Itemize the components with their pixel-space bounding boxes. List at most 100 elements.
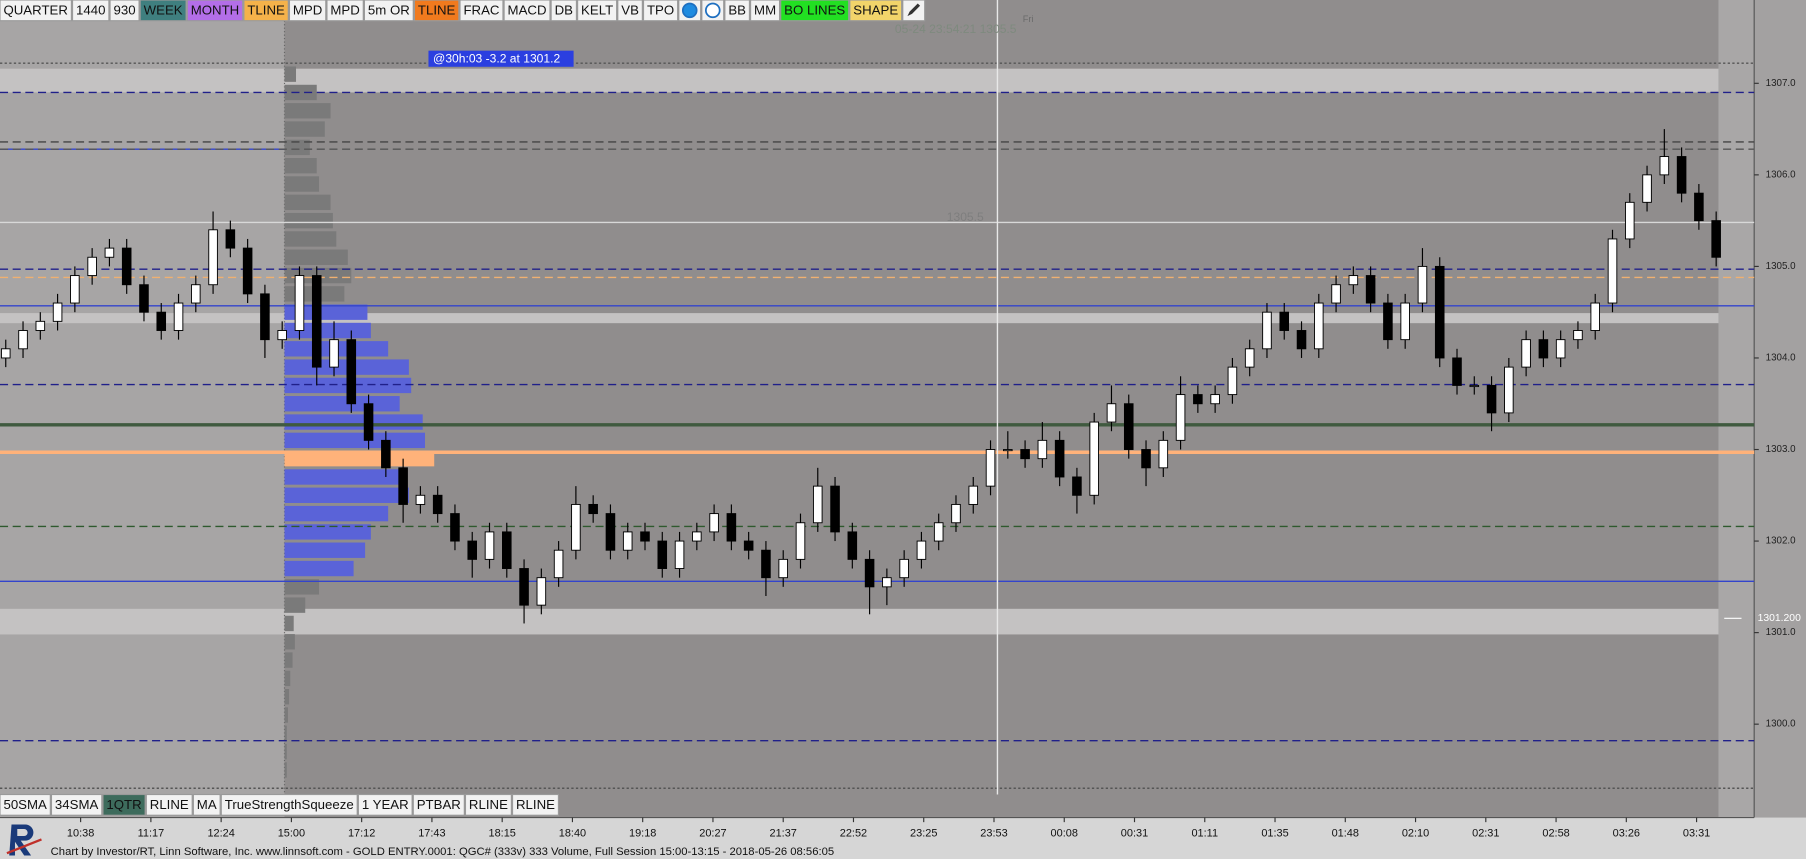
button-bg[interactable] [288,0,327,22]
toolbar-button[interactable]: TPO [642,0,679,22]
toolbar-button[interactable]: 5m OR [363,0,414,22]
button-label[interactable]: RLINE [516,797,555,812]
toolbar-button[interactable]: MM [750,0,781,22]
toolbar-button[interactable]: FRAC [459,0,504,22]
button-label[interactable]: TLINE [418,2,456,17]
toolbar-button[interactable]: MACD [503,0,551,22]
button-bg[interactable] [186,0,244,22]
button-bg[interactable] [849,0,903,22]
toolbar-button[interactable]: TLINE [243,0,289,22]
button-label[interactable]: 5m OR [368,2,410,17]
toolbar-button[interactable]: MPD [288,0,327,22]
button-bg[interactable] [459,0,504,22]
toolbar-button[interactable]: SHAPE [849,0,903,22]
toolbar-button[interactable]: MONTH [186,0,244,22]
button-bg[interactable] [780,0,850,22]
draw-tool-button[interactable] [902,0,926,22]
button-label[interactable]: DB [555,2,574,17]
button-bg[interactable] [357,793,413,816]
button-label[interactable]: MPD [293,2,322,17]
right-margin-background [1718,0,1755,818]
button-label[interactable]: PTBAR [417,797,461,812]
toolbar-button[interactable]: WEEK [139,0,187,22]
toolbar-button[interactable]: RLINE [464,793,512,816]
button-bg[interactable] [511,793,560,816]
button-bg[interactable] [0,0,72,22]
icon-button[interactable] [701,0,725,22]
button-label[interactable]: MM [754,2,776,17]
button-bg[interactable] [363,0,414,22]
toolbar-button[interactable]: RLINE [145,793,193,816]
toolbar-button[interactable]: PTBAR [412,793,465,816]
toolbar-button[interactable]: VB [617,0,643,22]
button-label[interactable]: VB [621,2,639,17]
button-bg[interactable] [503,0,551,22]
toolbar-button[interactable]: TLINE [413,0,460,22]
button-label[interactable]: RLINE [469,797,508,812]
button-label[interactable]: TPO [647,2,674,17]
button-bg[interactable] [71,0,110,22]
button-bg[interactable] [109,0,140,22]
button-label[interactable]: TLINE [247,2,285,17]
button-bg[interactable] [750,0,781,22]
button-label[interactable]: 1QTR [106,797,141,812]
toolbar-button[interactable]: MPD [326,0,364,22]
button-label[interactable]: 930 [114,2,136,17]
button-bg[interactable] [617,0,643,22]
toolbar-button[interactable]: RLINE [511,793,560,816]
button-label[interactable]: 1440 [76,2,105,17]
button-label[interactable]: 1 YEAR [362,797,409,812]
button-label[interactable]: SHAPE [853,2,898,17]
icon[interactable] [681,2,698,19]
button-bg[interactable] [464,793,512,816]
button-bg[interactable] [577,0,618,22]
pencil-icon[interactable] [907,3,921,17]
button-label[interactable]: MPD [330,2,359,17]
toolbar-button[interactable]: 50SMA [0,793,51,816]
button-label[interactable]: QUARTER [3,2,67,17]
button-label[interactable]: MACD [508,2,547,17]
button-label[interactable]: TrueStrengthSqueeze [225,797,354,812]
button-bg[interactable] [102,793,146,816]
toolbar-button[interactable]: TrueStrengthSqueeze [220,793,358,816]
button-label[interactable]: MONTH [191,2,240,17]
toolbar-button[interactable]: 1QTR [102,793,146,816]
button-label[interactable]: BB [728,2,746,17]
button-bg[interactable] [192,793,221,816]
toolbar-button[interactable]: 1440 [71,0,110,22]
button-label[interactable]: WEEK [144,2,183,17]
icon-button[interactable] [678,0,702,22]
button-label[interactable]: RLINE [150,797,189,812]
button-bg[interactable] [220,793,358,816]
button-bg[interactable] [412,793,465,816]
button-label[interactable]: MA [197,797,217,812]
button-bg[interactable] [50,793,103,816]
toolbar-button[interactable]: 34SMA [50,793,103,816]
button-bg[interactable] [550,0,578,22]
button-label[interactable]: 34SMA [55,797,99,812]
icon[interactable] [704,2,721,19]
x-tick-label: 15:00 [278,828,305,840]
button-bg[interactable] [139,0,187,22]
button-bg[interactable] [724,0,751,22]
toolbar-button[interactable]: BO LINES [780,0,850,22]
toolbar-button[interactable]: DB [550,0,578,22]
button-bg[interactable] [243,0,289,22]
toolbar-button[interactable]: MA [192,793,221,816]
button-label[interactable]: 50SMA [3,797,47,812]
button-bg[interactable] [326,0,364,22]
candle-body [1590,302,1601,331]
toolbar-button[interactable]: 1 YEAR [357,793,413,816]
toolbar-button[interactable]: QUARTER [0,0,72,22]
toolbar-button[interactable]: 930 [109,0,140,22]
button-bg[interactable] [642,0,679,22]
button-label[interactable]: FRAC [463,2,499,17]
button-label[interactable]: KELT [581,2,613,17]
button-bg[interactable] [413,0,460,22]
button-bg[interactable] [145,793,193,816]
candle-body [1624,201,1635,240]
toolbar-button[interactable]: KELT [577,0,618,22]
button-label[interactable]: BO LINES [784,2,845,17]
toolbar-button[interactable]: BB [724,0,751,22]
button-bg[interactable] [0,793,51,816]
